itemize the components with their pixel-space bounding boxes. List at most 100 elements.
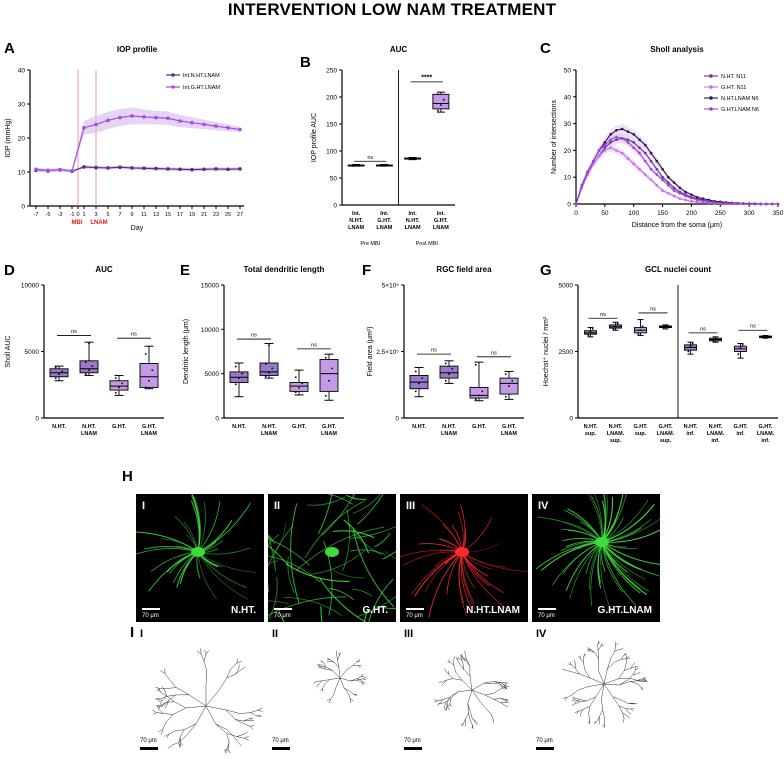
iop-x-tick-label: -7 xyxy=(34,212,39,218)
traced-dendrite xyxy=(637,678,643,681)
x-tick-label: LNAM xyxy=(501,431,517,437)
traced-dendrite xyxy=(493,689,500,694)
traced-dendrite xyxy=(224,748,228,753)
x-tick-label: N.HT. xyxy=(349,218,363,224)
traced-dendrite xyxy=(160,670,166,674)
neuron-dendrite xyxy=(601,494,627,543)
traced-dendrite xyxy=(486,709,492,715)
traced-dendrite xyxy=(622,712,625,719)
x-tick-label: G.HT. xyxy=(142,424,157,430)
traced-dendrite xyxy=(451,691,459,698)
box-point xyxy=(352,164,355,167)
series-point xyxy=(742,202,745,206)
traced-dendrite xyxy=(484,681,495,684)
traced-dendrite xyxy=(318,665,322,669)
traced-dendrite xyxy=(588,706,591,715)
series-point xyxy=(603,143,607,147)
series-point xyxy=(678,197,682,200)
series-point xyxy=(695,196,699,199)
significance-label: ns xyxy=(131,332,137,338)
box-point xyxy=(637,333,640,336)
traced-dendrite xyxy=(574,701,577,704)
traced-dendrite xyxy=(586,696,596,702)
neuron-dendrite xyxy=(268,538,310,566)
traced-dendrite xyxy=(166,734,170,739)
traced-dendrite xyxy=(599,710,603,717)
box-point xyxy=(386,164,389,166)
box-point xyxy=(241,372,244,375)
x-tick-label: G.HT. xyxy=(322,424,337,430)
neuron-dendrite xyxy=(321,494,356,536)
traced-dendrite xyxy=(571,689,579,696)
traced-dendrite xyxy=(583,654,586,658)
traced-dendrite xyxy=(471,725,473,729)
box-point xyxy=(508,385,510,387)
treatment-marker-label: LNAM xyxy=(90,220,107,226)
significance-label: ns xyxy=(431,348,437,354)
traced-dendrite xyxy=(174,729,185,732)
iop-x-tick-label: 11 xyxy=(141,212,147,218)
traced-dendrite xyxy=(325,666,333,671)
x-tick-label: LNAM. xyxy=(707,431,725,437)
traced-dendrite xyxy=(484,682,494,684)
traced-dendrite xyxy=(615,642,619,646)
series-point xyxy=(580,183,584,187)
traced-dendrite xyxy=(166,699,170,706)
traced-dendrite xyxy=(479,701,487,710)
traced-dendrite xyxy=(625,658,628,664)
traced-dendrite xyxy=(455,657,458,661)
traced-dendrite xyxy=(249,726,254,731)
neuron-dendrite xyxy=(271,523,286,558)
legend-marker xyxy=(709,85,713,89)
sholl-y-tick-label: 0 xyxy=(567,202,571,209)
micrograph-2: II G.HT. 70 μm xyxy=(268,494,396,622)
box-point xyxy=(714,337,717,340)
y-axis-label: Field area (μm²) xyxy=(367,327,374,377)
traced-dendrite xyxy=(463,718,466,724)
traced-dendrite xyxy=(362,678,367,681)
series-point xyxy=(632,146,636,150)
x-tick-label: N.HT. xyxy=(609,424,623,430)
series-point xyxy=(672,181,676,184)
neuron-dendrite xyxy=(268,600,290,605)
traced-dendrite xyxy=(226,742,230,749)
series-point xyxy=(34,167,38,172)
scale-bar xyxy=(404,747,422,750)
series-point xyxy=(655,167,659,171)
micrograph-numeral: II xyxy=(274,500,281,512)
traced-dendrite xyxy=(161,729,164,735)
neuron-dendrite xyxy=(601,541,641,594)
traced-dendrite xyxy=(628,712,632,715)
series-point xyxy=(226,126,230,130)
traced-dendrite xyxy=(158,688,161,693)
series-point xyxy=(603,146,607,150)
x-tick-label: LNAM. xyxy=(757,431,775,437)
micrograph-1: I N.HT. 70 μm xyxy=(136,494,264,622)
traced-dendrite xyxy=(471,689,486,696)
traced-dendrite xyxy=(575,667,580,675)
box-point xyxy=(712,339,715,342)
traced-dendrite xyxy=(589,696,596,707)
box-point xyxy=(268,344,270,347)
neuron-dendrite xyxy=(268,545,289,566)
x-tick-label: sup. xyxy=(660,438,672,444)
panel-letter-f: F xyxy=(362,262,372,279)
series-point xyxy=(643,173,647,176)
neuron-dendrite xyxy=(295,526,385,572)
series-point xyxy=(649,151,653,155)
series-point xyxy=(615,135,618,139)
traced-dendrite xyxy=(635,667,639,671)
traced-dendrite xyxy=(453,665,456,673)
legend-label: Int.G.HT.LNAM xyxy=(183,85,220,91)
box-point xyxy=(662,326,665,329)
box-point xyxy=(151,369,154,372)
micrograph-4: IV G.HT.LNAM 70 μm xyxy=(532,494,660,622)
traced-dendrite xyxy=(500,698,505,701)
series-point xyxy=(724,201,728,205)
traced-dendrite xyxy=(319,688,323,692)
legend-label: G.HT. N11 xyxy=(721,85,746,91)
traced-dendrite xyxy=(446,678,454,681)
traced-dendrite xyxy=(461,680,473,691)
x-tick-label: N.HT. xyxy=(406,218,420,224)
traced-dendrite xyxy=(235,719,244,722)
